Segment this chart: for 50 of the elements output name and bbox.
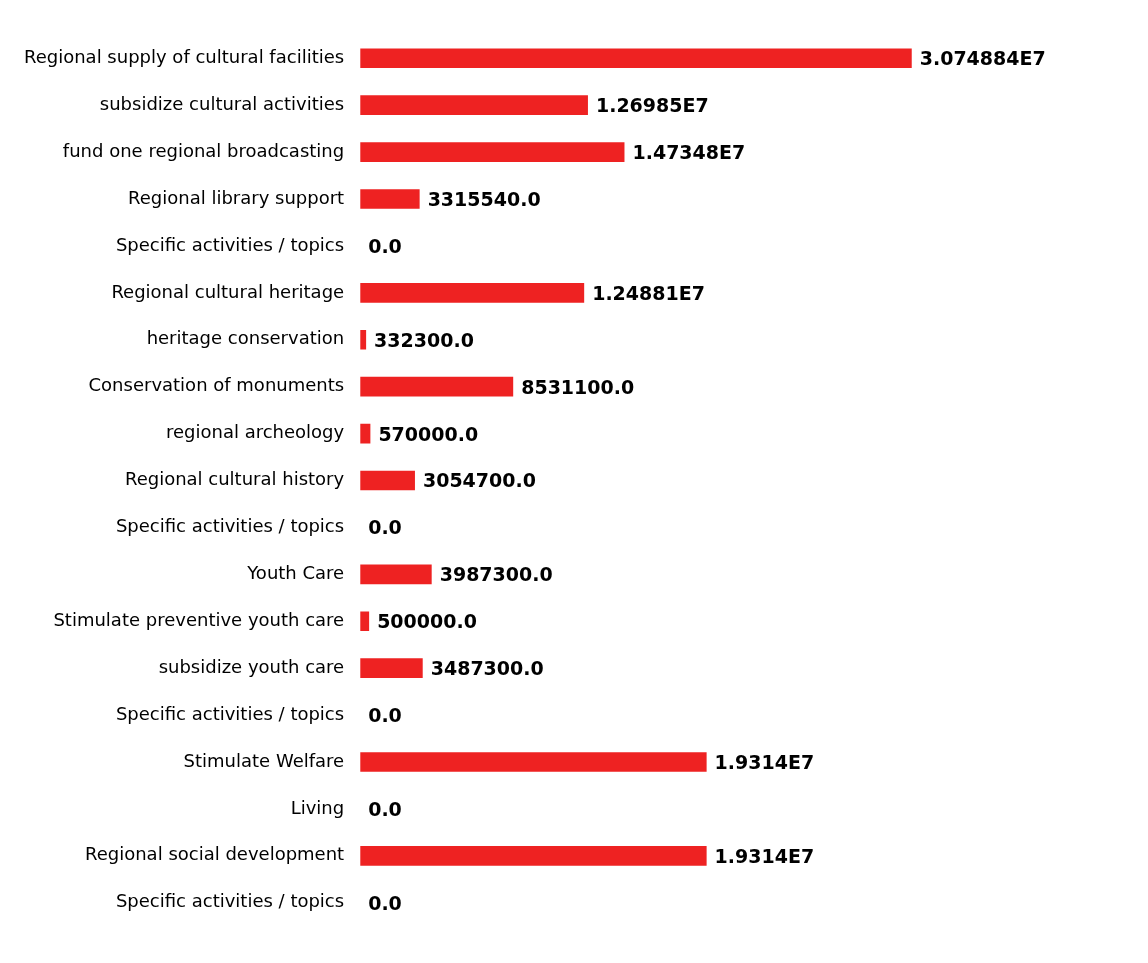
y-tick-label: regional archeology [165,421,345,443]
data-label: 570000.0 [378,422,479,445]
bar [360,752,707,772]
y-tick-label: subsidize cultural activities [99,92,345,114]
y-tick-label: subsidize youth care [158,655,345,677]
data-label: 0.0 [368,891,402,914]
bar [360,845,707,866]
data-label: 8531100.0 [521,375,635,398]
bar [360,564,432,585]
bar [360,376,514,397]
data-label: 3487300.0 [430,657,544,680]
y-tick-label: Conservation of monuments [88,374,345,396]
data-label: 0.0 [368,704,402,727]
y-tick-label: Youth Care [246,562,345,583]
y-tick-label: fund one regional broadcasting [62,139,345,161]
y-tick-label: Specific activities / topics [115,233,345,255]
data-label: 1.9314E7 [714,750,815,773]
bar [360,189,420,209]
y-tick-label: Regional social development [85,843,345,865]
bar [360,658,423,679]
y-tick-label: heritage conservation [146,327,345,349]
y-tick-label: Specific activities / topics [115,702,345,724]
bar [360,95,588,116]
y-tick-label: Regional cultural heritage [111,280,345,302]
y-tick-label: Regional supply of cultural facilities [23,45,345,67]
data-label: 3.074884E7 [919,47,1046,70]
data-label: 1.9314E7 [714,844,815,867]
data-label: 1.26985E7 [595,94,709,117]
y-tick-label: Specific activities / topics [115,890,345,912]
data-label: 0.0 [368,516,402,539]
data-label: 1.24881E7 [592,281,705,304]
y-tick-label: Stimulate Welfare [183,749,345,771]
data-label: 332300.0 [374,328,474,351]
data-label: 1.47348E7 [632,141,746,164]
bar [360,48,912,69]
data-label: 0.0 [368,234,402,257]
data-label: 3054700.0 [422,469,536,492]
y-tick-label: Living [290,796,345,818]
data-label: 3987300.0 [439,563,553,586]
bar [360,470,415,491]
data-label: 500000.0 [377,610,477,633]
bar [360,142,625,162]
data-label: 3315540.0 [427,187,541,210]
y-tick-label: Regional library support [128,186,345,208]
y-tick-label: Regional cultural history [124,468,345,490]
bar [360,282,585,303]
y-tick-label: Stimulate preventive youth care [53,608,345,630]
bar [360,611,370,632]
y-tick-label: Specific activities / topics [115,515,345,537]
data-label: 0.0 [368,797,402,820]
